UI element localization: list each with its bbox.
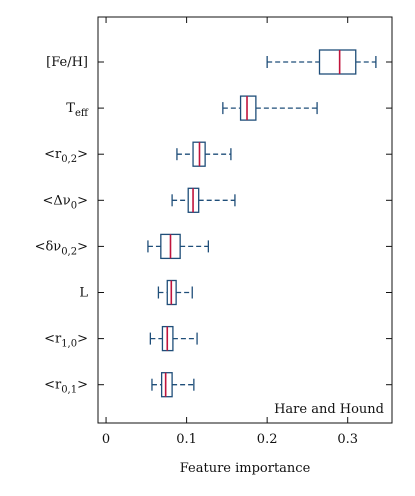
category-label-subscript: 1,0 [61, 339, 77, 350]
box-item [151, 372, 195, 398]
category-label: L [79, 286, 88, 301]
category-label-main: <r [44, 332, 62, 347]
category-label-subscript: 0,2 [61, 154, 77, 165]
category-label-tail: > [77, 378, 88, 393]
box-item [266, 49, 377, 75]
x-tick-label: 0.2 [257, 432, 278, 447]
category-label-main: L [79, 286, 88, 301]
box-item [147, 233, 210, 260]
category-label-subscript: 0,1 [61, 385, 77, 396]
x-axis-label: Feature importance [180, 461, 311, 476]
category-label-main: <r [44, 378, 62, 393]
boxes-group [147, 49, 377, 398]
category-label: <δν0,2> [35, 239, 88, 257]
box-item [171, 187, 236, 213]
category-label: <Δν0> [43, 193, 88, 211]
x-tick-label: 0.3 [337, 432, 358, 447]
iqr-box [239, 95, 257, 121]
category-label: Teff [66, 101, 89, 119]
category-label-subscript: 0,2 [61, 246, 77, 257]
plot-frame [97, 16, 393, 424]
category-label-tail: > [77, 147, 88, 162]
category-label-main: T [66, 101, 75, 116]
x-axis: 0 0.1 0.2 0.3 [102, 17, 358, 447]
box-item [157, 279, 193, 306]
category-label-main: <δν [35, 239, 62, 254]
box-item [222, 95, 318, 121]
category-label-main: [Fe/H] [46, 55, 88, 70]
category-label-main: <r [44, 147, 62, 162]
category-label-tail: > [77, 193, 88, 208]
category-label: <r0,1> [44, 378, 88, 396]
box-item [149, 325, 198, 352]
x-tick-label: 0.1 [176, 432, 197, 447]
category-label-main: <Δν [43, 193, 71, 208]
category-label: <r1,0> [44, 332, 88, 350]
category-label-tail: > [77, 239, 88, 254]
iqr-box [160, 372, 173, 398]
category-label-subscript: eff [75, 108, 89, 119]
category-label: <r0,2> [44, 147, 88, 165]
chart-annotation: Hare and Hound [274, 402, 384, 417]
category-label-subscript: 0 [71, 200, 77, 211]
category-label-tail: > [77, 332, 88, 347]
box-item [176, 141, 232, 167]
category-label: [Fe/H] [46, 55, 88, 70]
y-axis: [Fe/H]Teff<r0,2><Δν0><δν0,2>L<r1,0><r0,1… [35, 55, 392, 396]
iqr-box [318, 49, 357, 75]
x-tick-label: 0 [102, 432, 110, 447]
